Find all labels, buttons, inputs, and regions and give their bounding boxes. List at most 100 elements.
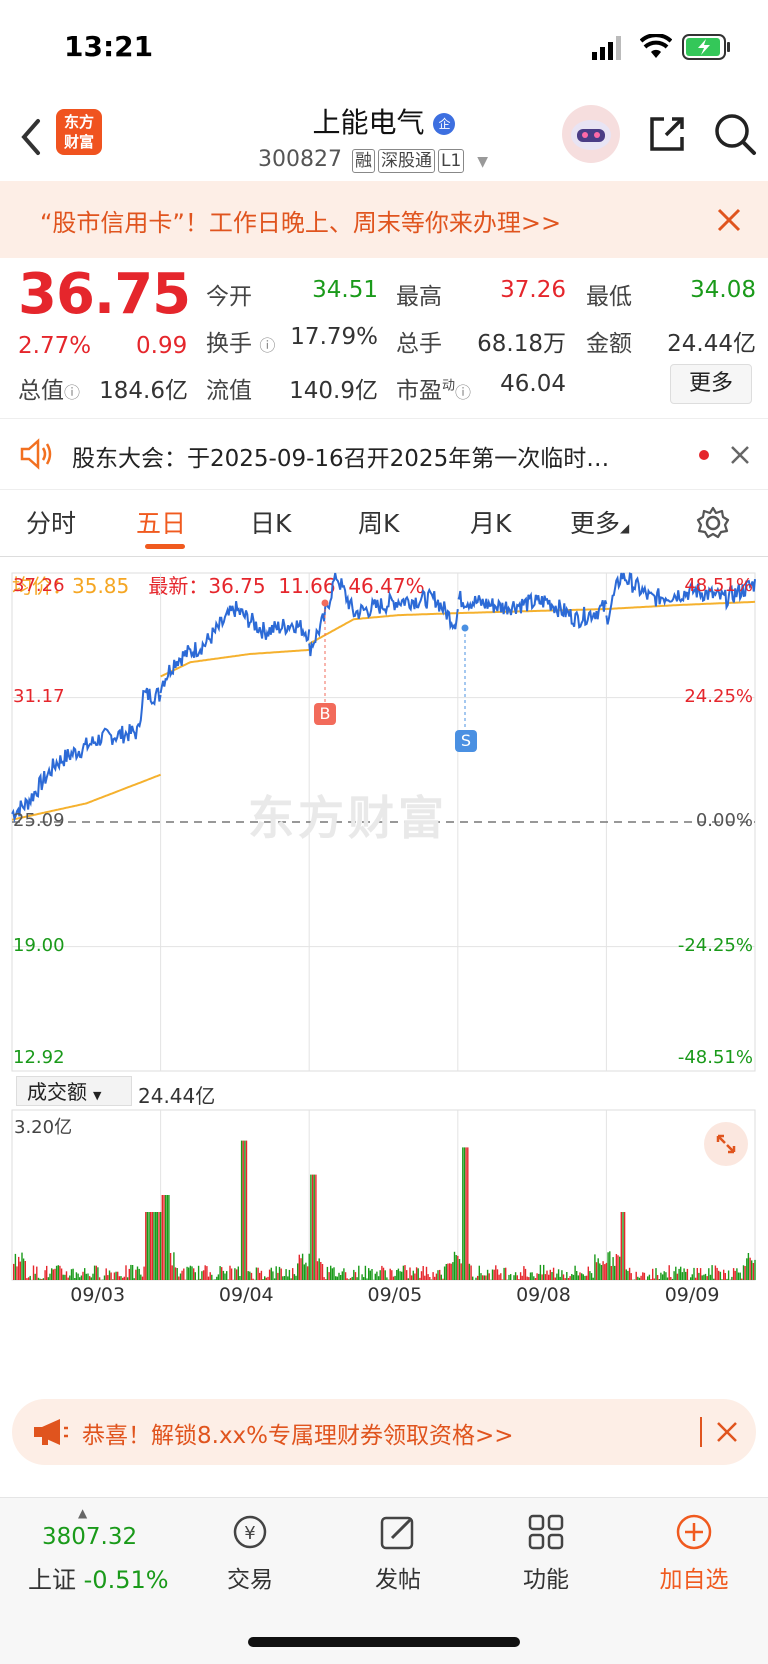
volume-bar (177, 1268, 178, 1280)
volume-bar (350, 1278, 351, 1280)
sell-marker[interactable]: S (455, 730, 477, 752)
volume-bar (117, 1272, 118, 1280)
volume-bar (436, 1274, 437, 1280)
volume-bar (167, 1195, 168, 1280)
volume-bar (502, 1280, 503, 1281)
dropdown-icon[interactable]: ▼ (477, 154, 488, 170)
volume-bar (617, 1255, 618, 1280)
close-icon[interactable] (730, 445, 750, 465)
promo-text[interactable]: 恭喜！解锁8.xx%专属理财券领取资格>> (82, 1416, 514, 1450)
index-line[interactable]: 上证 -0.51% (28, 1560, 169, 1595)
expand-icon[interactable] (704, 1122, 748, 1166)
volume-bar (754, 1260, 755, 1280)
volume-bar (602, 1261, 603, 1280)
tab-monthly-k[interactable]: 月K (470, 504, 511, 540)
volume-selector[interactable]: 成交额▼ (16, 1076, 132, 1106)
unread-dot (699, 450, 709, 460)
price-chart-svg[interactable] (0, 560, 768, 1390)
volume-bar (601, 1265, 602, 1280)
banner-text[interactable]: “股市信用卡”！工作日晚上、周末等你来办理>> (40, 203, 561, 238)
settings-gear-icon[interactable] (696, 506, 730, 540)
volume-bar (744, 1266, 745, 1280)
robot-assistant-icon[interactable] (562, 105, 620, 163)
dropdown-icon: ▼ (93, 1089, 101, 1102)
volume-bar (418, 1268, 419, 1280)
volume-bar (56, 1266, 57, 1280)
low-label: 最低 (586, 277, 632, 311)
volume-bar (683, 1268, 684, 1280)
nav-add-watchlist[interactable]: 加自选 (634, 1512, 754, 1594)
volume-bar (383, 1268, 384, 1280)
tab-weekly-k[interactable]: 周K (358, 504, 399, 540)
five-day-chart[interactable]: 均价：35.85 最新：36.75 11.66 46.47% 东方财富 37.2… (0, 560, 768, 1390)
divider (700, 1417, 702, 1447)
volume-bar (322, 1264, 323, 1280)
more-stats-button[interactable]: 更多 (670, 364, 752, 404)
search-icon[interactable] (712, 111, 758, 157)
volume-bar (571, 1274, 572, 1280)
close-icon[interactable] (716, 207, 742, 233)
volume-bar (168, 1195, 169, 1280)
volume-bar (401, 1272, 402, 1280)
volume-bar (670, 1277, 671, 1280)
low-value: 34.08 (660, 277, 756, 303)
volume-bar (236, 1269, 237, 1280)
volume-bar (262, 1279, 263, 1280)
volume-bar (282, 1276, 283, 1280)
volume-bar (140, 1275, 141, 1280)
volume-bar (216, 1277, 217, 1280)
notice-bar[interactable]: 股东大会：于2025-09-16召开2025年第一次临时… (0, 418, 768, 490)
volume-bar (725, 1273, 726, 1280)
notice-text[interactable]: 股东大会：于2025-09-16召开2025年第一次临时… (72, 439, 609, 473)
volume-bar (411, 1275, 412, 1280)
volume-bar (442, 1279, 443, 1280)
volume-bar (528, 1277, 529, 1280)
high-label: 最高 (396, 277, 442, 311)
volume-bar (726, 1279, 727, 1280)
close-icon[interactable] (716, 1421, 738, 1443)
volume-bar (520, 1272, 521, 1280)
volume-bar (611, 1266, 612, 1280)
volume-bar (518, 1279, 519, 1280)
promo-pill[interactable]: 恭喜！解锁8.xx%专属理财券领取资格>> (12, 1399, 756, 1465)
volume-bar (38, 1278, 39, 1280)
volume-bar (152, 1212, 153, 1280)
y-right-tick: 48.51% (643, 575, 753, 596)
volume-bar (573, 1275, 574, 1280)
volume-bar (124, 1277, 125, 1280)
volume-bar (469, 1264, 470, 1280)
volume-bar (39, 1279, 40, 1280)
volume-bar (327, 1267, 328, 1280)
tab-five-day[interactable]: 五日 (136, 504, 186, 540)
nav-post[interactable]: 发帖 (338, 1512, 458, 1594)
nav-functions[interactable]: 功能 (486, 1512, 606, 1594)
nav-trade[interactable]: ¥ 交易 (190, 1512, 310, 1594)
volume-bar (697, 1268, 698, 1280)
volume-bar (574, 1266, 575, 1280)
promo-banner[interactable]: “股市信用卡”！工作日晚上、周末等你来办理>> (0, 181, 768, 258)
index-value[interactable]: 3807.32 (42, 1524, 137, 1550)
tab-intraday[interactable]: 分时 (26, 504, 76, 540)
volume-bar (229, 1266, 230, 1280)
volume-bar (612, 1257, 613, 1280)
tab-daily-k[interactable]: 日K (250, 504, 291, 540)
volume-bar (304, 1264, 305, 1280)
volume-bar (543, 1265, 544, 1280)
volume-bar (393, 1277, 394, 1280)
volume-bar (338, 1273, 339, 1280)
volume-bar (735, 1271, 736, 1280)
volume-bar (480, 1273, 481, 1280)
share-icon[interactable] (646, 113, 688, 155)
volume-bar (693, 1268, 694, 1280)
volume-bar (503, 1268, 504, 1280)
volume-bar (464, 1147, 465, 1280)
tab-more[interactable]: 更多◢ (570, 504, 629, 540)
volume-bar (109, 1271, 110, 1281)
volume-bar (200, 1279, 201, 1280)
volume-bar (541, 1274, 542, 1280)
volume-bar (79, 1277, 80, 1280)
open-label: 今开 (206, 277, 252, 311)
buy-marker[interactable]: B (314, 703, 336, 725)
volume-bar (589, 1271, 590, 1280)
volume-bar (576, 1271, 577, 1280)
